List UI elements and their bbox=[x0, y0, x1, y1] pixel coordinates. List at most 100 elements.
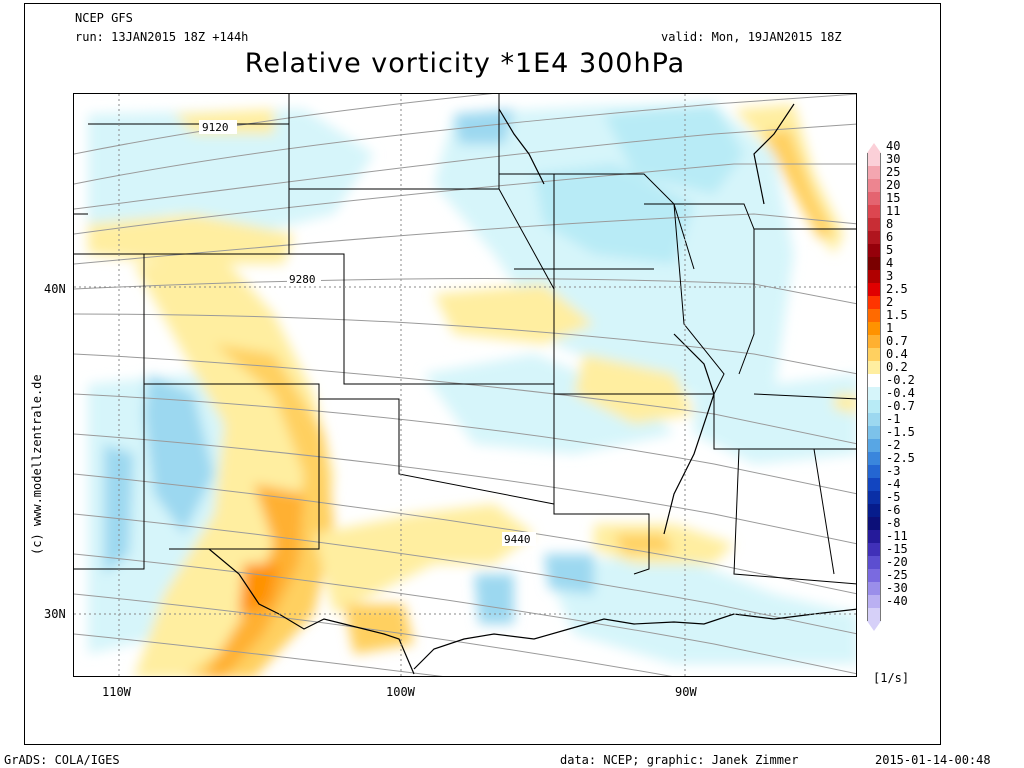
lat-label-30n: 30N bbox=[44, 607, 66, 621]
colorbar-swatch bbox=[867, 205, 881, 218]
colorbar-top-arrow bbox=[867, 143, 881, 153]
colorbar-swatches bbox=[867, 153, 881, 621]
vorticity-shading bbox=[88, 104, 856, 676]
colorbar-level-label: 0.4 bbox=[886, 347, 908, 361]
colorbar-swatch bbox=[867, 387, 881, 400]
lon-label-110w: 110W bbox=[102, 685, 131, 699]
colorbar-level-label: 0.2 bbox=[886, 360, 908, 374]
colorbar-level-label: -20 bbox=[886, 555, 908, 569]
colorbar-swatch bbox=[867, 192, 881, 205]
geopotential-contours bbox=[74, 94, 856, 676]
colorbar-swatch bbox=[867, 257, 881, 270]
colorbar-level-label: -2 bbox=[886, 438, 901, 452]
colorbar-swatch bbox=[867, 543, 881, 556]
colorbar-swatch bbox=[867, 218, 881, 231]
footer-software: GrADS: COLA/IGES bbox=[4, 753, 120, 767]
figure-frame bbox=[24, 3, 941, 745]
colorbar-swatch bbox=[867, 231, 881, 244]
colorbar-swatch bbox=[867, 270, 881, 283]
colorbar-level-label: 40 bbox=[886, 139, 901, 153]
colorbar-swatch bbox=[867, 348, 881, 361]
colorbar-level-label: -6 bbox=[886, 503, 901, 517]
colorbar-level-label: 1.5 bbox=[886, 308, 908, 322]
colorbar-swatch bbox=[867, 166, 881, 179]
colorbar-swatch bbox=[867, 374, 881, 387]
colorbar-level-label: 11 bbox=[886, 204, 901, 218]
footer-timestamp: 2015-01-14-00:48 bbox=[875, 753, 991, 767]
colorbar-swatch bbox=[867, 530, 881, 543]
colorbar-level-label: -1.5 bbox=[886, 425, 915, 439]
colorbar-swatch bbox=[867, 582, 881, 595]
colorbar-swatch bbox=[867, 504, 881, 517]
colorbar-level-label: 20 bbox=[886, 178, 901, 192]
colorbar-swatch bbox=[867, 465, 881, 478]
state-boundaries bbox=[74, 94, 856, 585]
run-time: run: 13JAN2015 18Z +144h bbox=[75, 30, 249, 44]
colorbar-level-label: 6 bbox=[886, 230, 894, 244]
colorbar-level-label: 2 bbox=[886, 295, 894, 309]
colorbar-level-label: -11 bbox=[886, 529, 908, 543]
colorbar-level-label: 2.5 bbox=[886, 282, 908, 296]
colorbar-swatch bbox=[867, 413, 881, 426]
colorbar-level-label: -0.4 bbox=[886, 386, 915, 400]
unit-label: [1/s] bbox=[873, 671, 910, 685]
map-title: Relative vorticity *1E4 300hPa bbox=[244, 48, 686, 79]
contour-label-9280: 9280 bbox=[289, 273, 316, 286]
colorbar-swatch bbox=[867, 153, 881, 166]
colorbar-level-label: -2.5 bbox=[886, 451, 915, 465]
contour-label-9120: 9120 bbox=[202, 121, 229, 134]
colorbar-level-label: 30 bbox=[886, 152, 901, 166]
colorbar-swatch bbox=[867, 400, 881, 413]
colorbar-level-label: -3 bbox=[886, 464, 901, 478]
colorbar-level-label: -4 bbox=[886, 477, 901, 491]
map-panel: 9120 9280 9440 bbox=[73, 93, 857, 677]
colorbar-level-label: 5 bbox=[886, 243, 894, 257]
colorbar-level-label: 1 bbox=[886, 321, 894, 335]
colorbar-swatch bbox=[867, 335, 881, 348]
colorbar-level-label: 3 bbox=[886, 269, 894, 283]
colorbar-swatch bbox=[867, 361, 881, 374]
colorbar-level-label: 25 bbox=[886, 165, 901, 179]
colorbar-level-label: 8 bbox=[886, 217, 894, 231]
lat-lon-grid bbox=[74, 94, 856, 676]
colorbar-level-label: -25 bbox=[886, 568, 908, 582]
contour-label-9440: 9440 bbox=[504, 533, 531, 546]
lon-label-100w: 100W bbox=[386, 685, 415, 699]
model-name: NCEP GFS bbox=[75, 11, 133, 25]
colorbar-level-label: 4 bbox=[886, 256, 894, 270]
colorbar-swatch bbox=[867, 452, 881, 465]
colorbar-level-label: 0.7 bbox=[886, 334, 908, 348]
colorbar-level-label: -0.2 bbox=[886, 373, 915, 387]
footer-source: data: NCEP; graphic: Janek Zimmer bbox=[560, 753, 799, 767]
colorbar-swatch bbox=[867, 439, 881, 452]
colorbar-swatch bbox=[867, 296, 881, 309]
colorbar-swatch bbox=[867, 322, 881, 335]
colorbar-swatch bbox=[867, 569, 881, 582]
colorbar-swatch bbox=[867, 517, 881, 530]
colorbar-swatch bbox=[867, 309, 881, 322]
colorbar-swatch bbox=[867, 595, 881, 608]
colorbar-level-label: 15 bbox=[886, 191, 901, 205]
colorbar-swatch bbox=[867, 426, 881, 439]
coastline bbox=[208, 103, 856, 675]
colorbar-level-label: -1 bbox=[886, 412, 901, 426]
credit-text: (c) www.modellzentrale.de bbox=[30, 374, 44, 555]
vorticity-map: 9120 9280 9440 bbox=[74, 94, 856, 676]
colorbar-bottom-arrow bbox=[867, 621, 881, 631]
lon-label-90w: 90W bbox=[675, 685, 697, 699]
colorbar bbox=[867, 143, 881, 631]
colorbar-swatch bbox=[867, 179, 881, 192]
colorbar-level-label: -30 bbox=[886, 581, 908, 595]
colorbar-swatch bbox=[867, 244, 881, 257]
colorbar-swatch bbox=[867, 556, 881, 569]
colorbar-level-label: -40 bbox=[886, 594, 908, 608]
colorbar-swatch bbox=[867, 478, 881, 491]
colorbar-level-label: -5 bbox=[886, 490, 901, 504]
colorbar-level-label: -8 bbox=[886, 516, 901, 530]
valid-time: valid: Mon, 19JAN2015 18Z bbox=[661, 30, 842, 44]
lat-label-40n: 40N bbox=[44, 282, 66, 296]
colorbar-swatch bbox=[867, 283, 881, 296]
colorbar-swatch bbox=[867, 491, 881, 504]
colorbar-level-label: -15 bbox=[886, 542, 908, 556]
colorbar-level-label: -0.7 bbox=[886, 399, 915, 413]
